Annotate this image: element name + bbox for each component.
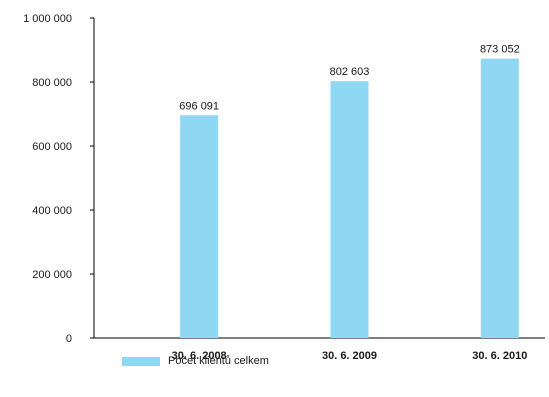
x-axis-labels: 30. 6. 2008 30. 6. 2009 30. 6. 2010 — [172, 350, 528, 362]
chart-axes — [93, 18, 545, 339]
y-tick-label: 1 000 000 — [23, 13, 72, 25]
y-tick-label: 0 — [66, 333, 72, 345]
bar-value-label: 696 091 — [179, 100, 219, 112]
y-tick-label: 400 000 — [32, 205, 72, 217]
bar — [480, 58, 519, 339]
bar-value-label: 873 052 — [480, 44, 520, 56]
y-tick-label: 800 000 — [32, 77, 72, 89]
bar — [330, 81, 369, 338]
x-tick-label: 30. 6. 2009 — [322, 350, 377, 362]
bar — [180, 115, 219, 338]
y-tick-label: 600 000 — [32, 141, 72, 153]
value-labels: 696 091 802 603 873 052 — [179, 44, 519, 113]
y-tick-label: 200 000 — [32, 269, 72, 281]
bars — [180, 58, 519, 339]
legend: Počet klientů celkem — [122, 355, 269, 367]
legend-swatch — [122, 356, 160, 366]
x-tick-label: 30. 6. 2010 — [472, 350, 527, 362]
bar-value-label: 802 603 — [330, 66, 370, 78]
y-axis-ticks: 0 200 000 400 000 600 000 800 000 1 000 000 — [23, 13, 94, 345]
legend-label: Počet klientů celkem — [168, 355, 269, 367]
x-tick-label: 30. 6. 2008 — [172, 350, 227, 362]
